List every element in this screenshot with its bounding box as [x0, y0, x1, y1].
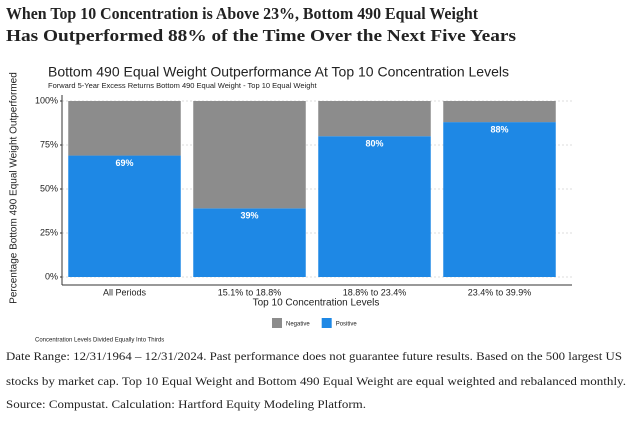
data-label: 80% [365, 139, 383, 149]
bar [68, 155, 181, 277]
y-tick-label: 0% [45, 271, 58, 281]
x-axis-title: Top 10 Concentration Levels [253, 298, 380, 309]
x-tick-label: 18.8% to 23.4% [343, 287, 407, 297]
bar [193, 101, 306, 209]
x-tick-label: 15.1% to 18.8% [218, 287, 282, 297]
headline: Has Outperformed 88% of the Time Over th… [6, 26, 516, 45]
y-tick-label: 100% [35, 95, 58, 105]
bar [443, 122, 556, 278]
bar [318, 136, 431, 277]
y-tick-label: 50% [40, 183, 58, 193]
legend-swatch [272, 318, 282, 328]
bar [193, 208, 306, 277]
data-label: 39% [240, 211, 258, 221]
bar [443, 101, 556, 123]
legend-label: Negative [286, 322, 310, 328]
legend-label: Positive [336, 322, 358, 328]
footnote: Date Range: 12/31/1964 – 12/31/2024. Pas… [6, 349, 622, 363]
footnote: Source: Compustat. Calculation: Hartford… [6, 397, 366, 411]
y-tick-label: 75% [40, 139, 58, 149]
y-tick-label: 25% [40, 227, 58, 237]
x-tick-label: 23.4% to 39.9% [468, 287, 532, 297]
bar [318, 101, 431, 137]
footnote: stocks by market cap. Top 10 Equal Weigh… [6, 374, 626, 388]
bar [68, 101, 181, 156]
annotation: Concentration Levels Divided Equally Int… [35, 338, 164, 344]
data-label: 88% [490, 124, 508, 134]
headline: When Top 10 Concentration is Above 23%, … [6, 4, 478, 23]
chart-title: Bottom 490 Equal Weight Outperformance A… [48, 64, 509, 80]
data-label: 69% [115, 158, 133, 168]
x-tick-label: All Periods [103, 287, 147, 297]
chart-subtitle: Forward 5-Year Excess Returns Bottom 490… [48, 81, 318, 90]
legend-swatch [321, 318, 332, 328]
y-axis-title: Percentage Bottom 490 Equal Weight Outpe… [9, 72, 20, 304]
